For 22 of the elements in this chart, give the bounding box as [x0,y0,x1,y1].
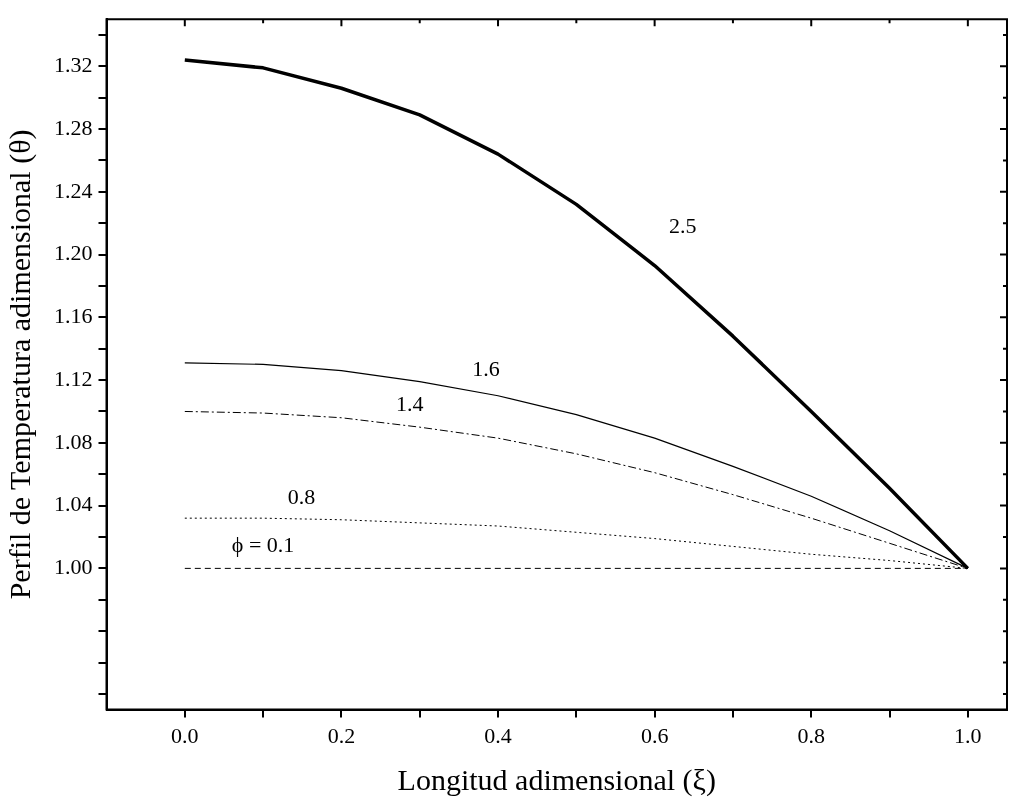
series-label: 1.6 [472,355,500,381]
series-label: 0.8 [287,483,316,509]
y-axis-title: Perfil de Temperatura adimensional (θ) [2,129,37,600]
y-tick-label: 1.08 [54,428,93,454]
series-label: 2.5 [668,213,697,239]
y-tick-label: 1.16 [54,303,93,329]
x-tick-label: 0.0 [171,722,199,748]
y-tick-label: 1.28 [54,114,93,140]
x-tick-label: 0.4 [484,722,512,748]
x-axis-title: Longitud adimensional (ξ) [397,762,716,797]
x-tick-label: 0.8 [797,722,825,748]
x-tick-label: 1.0 [954,722,982,748]
x-tick-label: 0.2 [327,722,356,748]
y-tick-label: 1.20 [54,240,93,266]
series-label: ϕ = 0.1 [231,532,295,558]
y-tick-label: 1.04 [54,491,93,517]
y-tick-label: 1.32 [54,52,93,78]
series-label: 1.4 [395,390,424,416]
y-tick-label: 1.24 [54,177,93,203]
y-tick-label: 1.00 [54,554,93,580]
y-tick-label: 1.12 [54,365,93,391]
x-tick-label: 0.6 [640,722,669,748]
